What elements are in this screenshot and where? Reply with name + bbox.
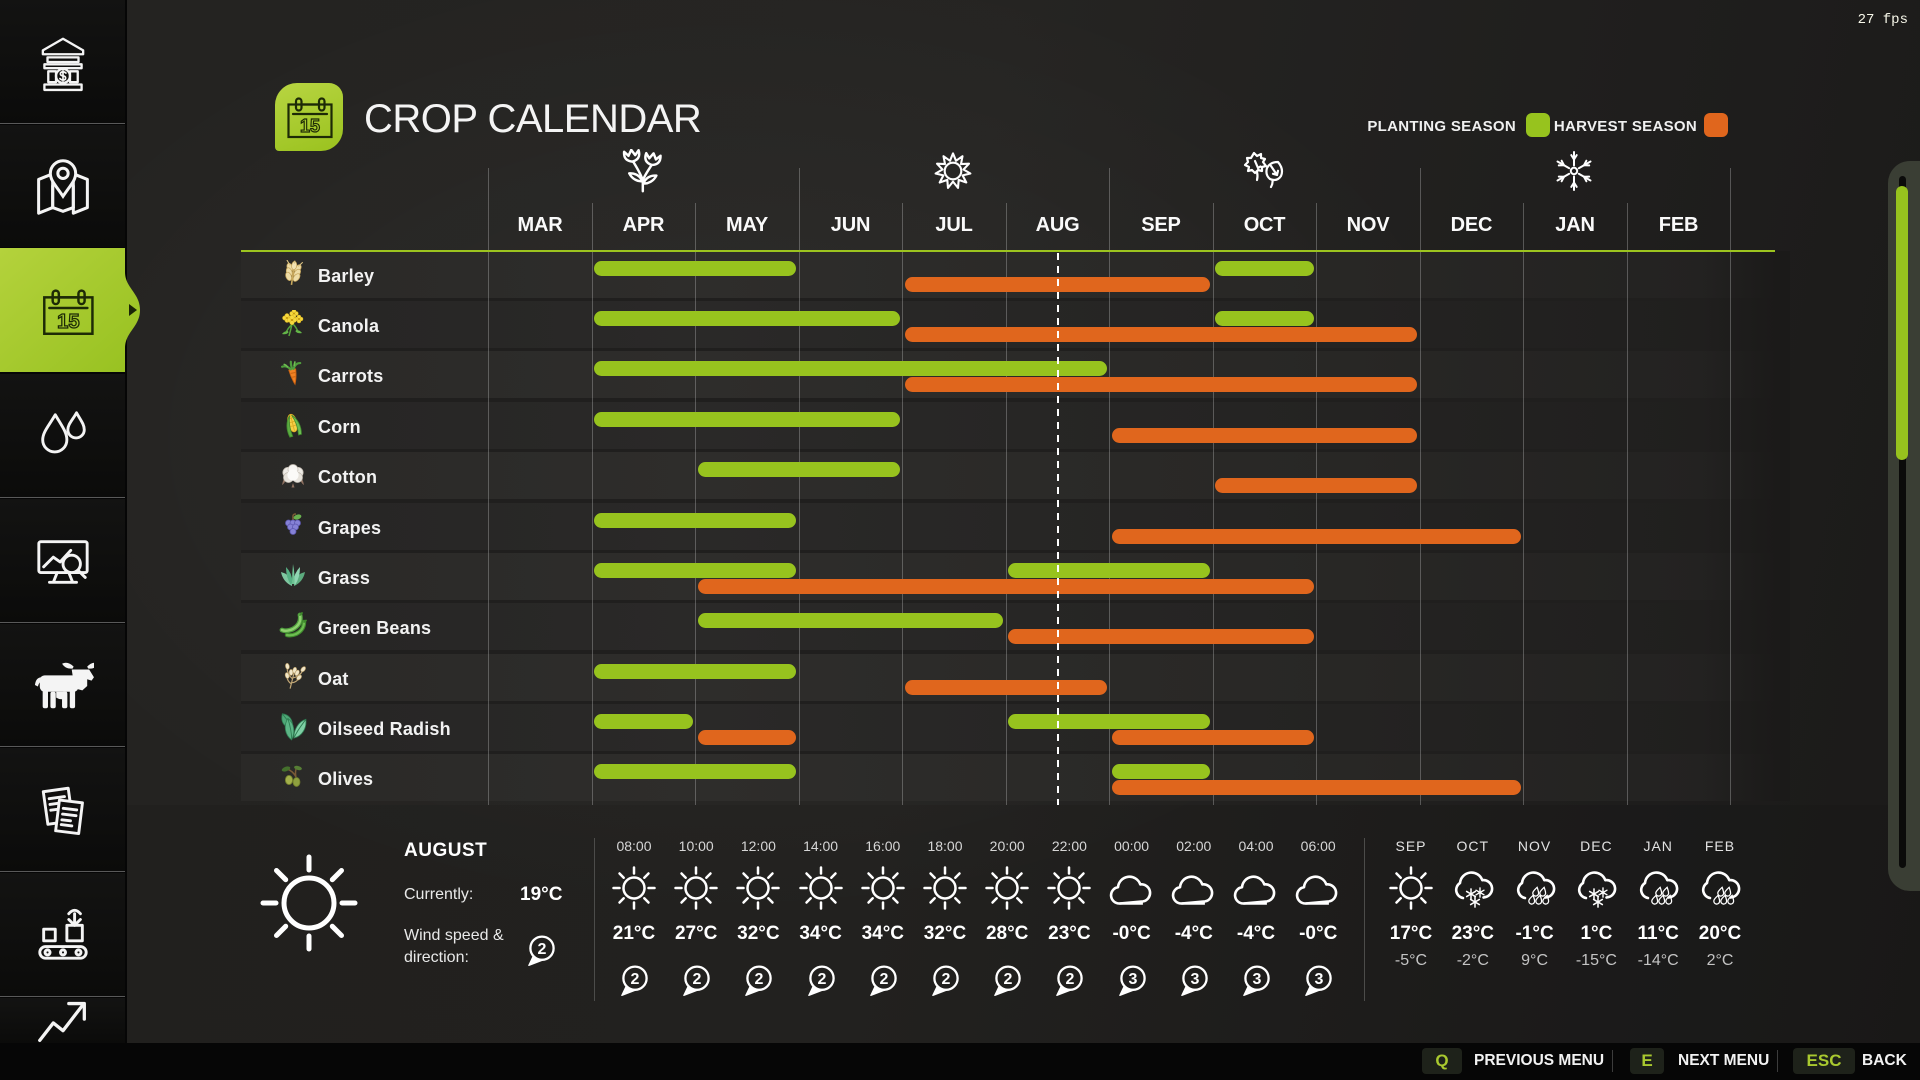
svg-text:2: 2 bbox=[879, 971, 888, 988]
svg-text:2: 2 bbox=[1066, 971, 1075, 988]
svg-text:3: 3 bbox=[1315, 971, 1324, 988]
svg-text:15: 15 bbox=[57, 311, 79, 333]
svg-text:2: 2 bbox=[538, 941, 547, 958]
svg-text:3: 3 bbox=[1190, 971, 1199, 988]
svg-text:15: 15 bbox=[300, 116, 320, 136]
svg-text:2: 2 bbox=[693, 971, 702, 988]
svg-text:3: 3 bbox=[1253, 971, 1262, 988]
svg-text:2: 2 bbox=[631, 971, 640, 988]
svg-text:2: 2 bbox=[817, 971, 826, 988]
svg-text:3: 3 bbox=[1128, 971, 1137, 988]
svg-text:2: 2 bbox=[942, 971, 951, 988]
svg-text:2: 2 bbox=[1004, 971, 1013, 988]
svg-text:2: 2 bbox=[755, 971, 764, 988]
